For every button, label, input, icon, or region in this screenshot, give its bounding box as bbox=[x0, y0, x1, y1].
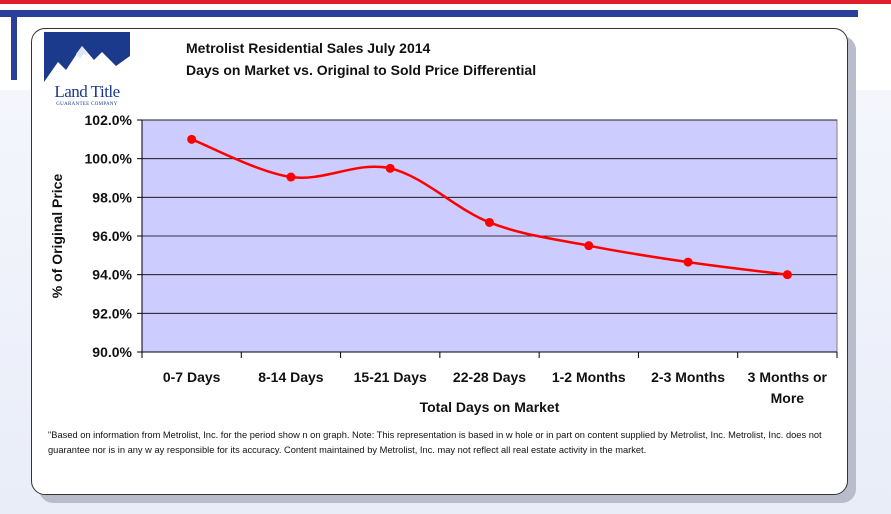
footnote: "Based on information from Metrolist, In… bbox=[48, 430, 822, 455]
x-tick-label: 15-21 Days bbox=[354, 369, 427, 385]
x-tick-label: 1-2 Months bbox=[552, 369, 626, 385]
x-tick-label: 3 Months or bbox=[748, 369, 828, 385]
y-tick-label: 98.0% bbox=[92, 189, 132, 205]
x-axis-label: Total Days on Market bbox=[420, 399, 560, 415]
header-blue-side-stripe bbox=[11, 10, 17, 80]
x-tick-label: 2-3 Months bbox=[651, 369, 725, 385]
y-tick-label: 92.0% bbox=[92, 305, 132, 321]
data-point bbox=[385, 163, 395, 173]
y-tick-label: 90.0% bbox=[92, 344, 132, 360]
x-tick-label: 8-14 Days bbox=[258, 369, 324, 385]
logo-name: Land Title bbox=[54, 82, 120, 101]
x-tick-label: More bbox=[771, 390, 805, 406]
x-tick-label: 0-7 Days bbox=[163, 369, 221, 385]
y-axis-label: % of Original Price bbox=[49, 174, 65, 299]
header-red-stripe bbox=[0, 0, 891, 4]
y-tick-label: 100.0% bbox=[85, 151, 133, 167]
chart-title: Metrolist Residential Sales July 2014 bbox=[186, 40, 431, 56]
data-point bbox=[584, 241, 594, 251]
y-tick-label: 102.0% bbox=[85, 112, 133, 128]
y-tick-label: 96.0% bbox=[92, 228, 132, 244]
data-point bbox=[286, 172, 296, 182]
y-tick-label: 94.0% bbox=[92, 267, 132, 283]
logo-tagline: GUARANTEE COMPANY bbox=[56, 102, 118, 107]
data-point bbox=[683, 257, 693, 267]
header-blue-stripe bbox=[0, 10, 858, 17]
data-point bbox=[782, 270, 792, 280]
chart-subtitle: Days on Market vs. Original to Sold Pric… bbox=[186, 62, 537, 78]
data-point bbox=[485, 217, 494, 227]
x-tick-label: 22-28 Days bbox=[453, 369, 526, 385]
mountain-logo-icon bbox=[44, 32, 130, 82]
data-point bbox=[187, 134, 197, 144]
